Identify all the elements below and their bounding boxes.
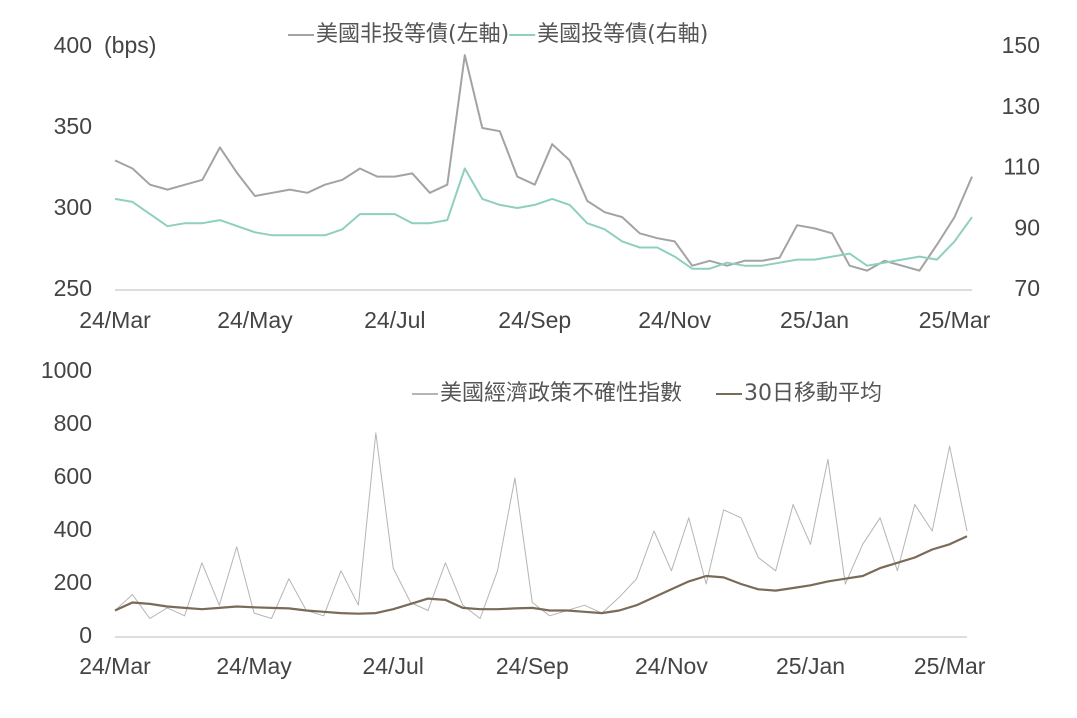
legend-label: 美國投等債(右軸) bbox=[537, 22, 708, 47]
y2-tick-label: 130 bbox=[1002, 93, 1040, 119]
x-tick-label: 25/Mar bbox=[919, 307, 991, 333]
series-line bbox=[114, 535, 968, 615]
x-tick-label: 24/Jul bbox=[363, 653, 424, 679]
y-tick-label: 350 bbox=[54, 113, 92, 139]
x-tick-label: 25/Jan bbox=[780, 307, 849, 333]
y2-tick-label: 90 bbox=[1014, 214, 1040, 240]
y-tick-label: 400 bbox=[54, 516, 92, 542]
y-tick-label: 0 bbox=[79, 622, 92, 648]
x-tick-label: 25/Mar bbox=[914, 653, 986, 679]
x-tick-label: 24/Sep bbox=[498, 307, 571, 333]
x-tick-label: 24/May bbox=[216, 653, 292, 679]
legend-label: 30日移動平均 bbox=[744, 381, 882, 406]
x-tick-label: 24/Sep bbox=[496, 653, 569, 679]
series-line bbox=[114, 167, 973, 270]
y-tick-label: 200 bbox=[54, 569, 92, 595]
x-tick-label: 24/Nov bbox=[638, 307, 711, 333]
y2-tick-label: 110 bbox=[1003, 154, 1040, 180]
y2-tick-label: 70 bbox=[1014, 275, 1040, 301]
legend-label: 美國非投等債(左軸) bbox=[316, 22, 509, 47]
legend-label: 美國經濟政策不確性指數 bbox=[440, 381, 682, 406]
x-tick-label: 24/Nov bbox=[635, 653, 708, 679]
y-tick-label: 250 bbox=[54, 275, 92, 301]
y-tick-label: 300 bbox=[54, 194, 92, 220]
y2-tick-label: 150 bbox=[1002, 32, 1040, 58]
x-tick-label: 25/Jan bbox=[776, 653, 845, 679]
series-line bbox=[114, 432, 968, 619]
y-tick-label: 600 bbox=[54, 463, 92, 489]
x-tick-label: 24/Mar bbox=[79, 653, 151, 679]
y-tick-label: 800 bbox=[54, 410, 92, 436]
y-axis-label: (bps) bbox=[104, 32, 156, 58]
x-tick-label: 24/Mar bbox=[79, 307, 151, 333]
y-tick-label: 400 bbox=[54, 32, 92, 58]
x-tick-label: 24/May bbox=[217, 307, 293, 333]
x-tick-label: 24/Jul bbox=[364, 307, 425, 333]
y-tick-label: 1000 bbox=[41, 357, 92, 383]
series-line bbox=[114, 54, 973, 272]
